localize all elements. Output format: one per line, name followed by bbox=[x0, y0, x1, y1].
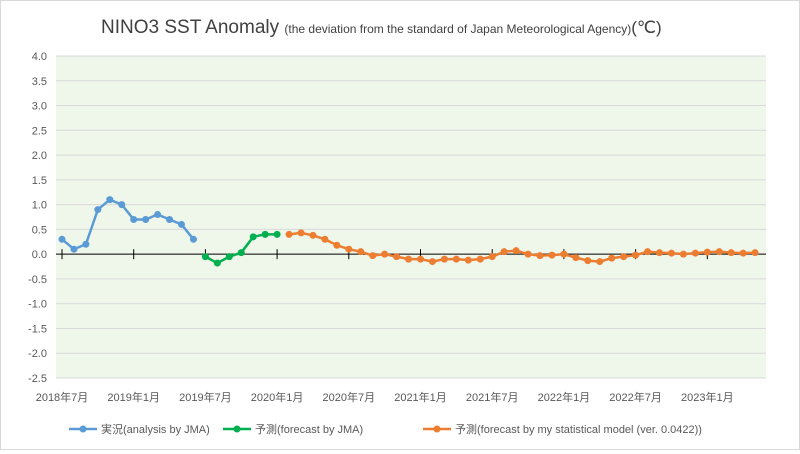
data-point bbox=[644, 248, 652, 256]
data-point bbox=[667, 249, 675, 257]
data-point bbox=[440, 255, 448, 263]
y-tick-label: 1.5 bbox=[32, 175, 47, 187]
data-point bbox=[560, 250, 568, 258]
x-tick-label: 2019年1月 bbox=[107, 390, 160, 404]
legend-label: 予測(forecast by my statistical model (ver… bbox=[455, 422, 702, 436]
data-point bbox=[381, 250, 389, 258]
data-point bbox=[369, 252, 377, 260]
x-tick-label: 2023年1月 bbox=[681, 390, 734, 404]
legend-item: 予測(forecast by JMA) bbox=[223, 422, 363, 436]
y-tick-label: 4.0 bbox=[32, 51, 47, 63]
data-point bbox=[548, 251, 556, 259]
y-tick-label: 3.0 bbox=[32, 101, 47, 113]
data-point bbox=[321, 235, 329, 243]
y-tick-label: 0.5 bbox=[32, 224, 47, 236]
data-point bbox=[572, 254, 580, 262]
x-tick-label: 2019年7月 bbox=[179, 390, 232, 404]
data-point bbox=[70, 245, 78, 253]
y-tick-label: 0.0 bbox=[32, 249, 47, 261]
data-point bbox=[727, 249, 735, 257]
y-tick-label: 2.0 bbox=[32, 150, 47, 162]
data-point bbox=[142, 215, 150, 223]
data-point bbox=[237, 249, 245, 257]
data-point bbox=[297, 229, 305, 237]
data-point bbox=[751, 249, 759, 257]
x-tick-label: 2022年1月 bbox=[538, 390, 591, 404]
chart-title: NINO3 SST Anomaly (the deviation from th… bbox=[101, 17, 662, 38]
y-tick-label: -1.0 bbox=[28, 299, 47, 311]
data-point bbox=[333, 241, 341, 249]
data-point bbox=[739, 249, 747, 257]
y-tick-label: 1.0 bbox=[32, 200, 47, 212]
y-tick-label: 2.5 bbox=[32, 125, 47, 137]
data-point bbox=[584, 257, 592, 265]
data-point bbox=[130, 215, 138, 223]
data-point bbox=[225, 253, 233, 261]
data-point bbox=[393, 253, 401, 261]
data-point bbox=[608, 254, 616, 262]
y-tick-label: -1.5 bbox=[28, 323, 47, 335]
data-point bbox=[178, 220, 185, 228]
series-line bbox=[288, 231, 756, 263]
plot-area bbox=[56, 56, 766, 378]
y-tick-label: -2.5 bbox=[28, 373, 47, 385]
data-point bbox=[512, 247, 520, 255]
data-point bbox=[703, 248, 711, 256]
data-point bbox=[405, 255, 413, 263]
data-point bbox=[106, 196, 114, 204]
y-tick-label: -2.0 bbox=[28, 348, 47, 360]
y-tick-label: 3.5 bbox=[32, 76, 47, 88]
legend-item: 実況(analysis by JMA) bbox=[69, 422, 210, 436]
data-point bbox=[417, 255, 424, 263]
legend-label: 実況(analysis by JMA) bbox=[101, 422, 210, 436]
legend-marker bbox=[433, 425, 441, 433]
data-point bbox=[189, 235, 197, 243]
x-tick-label: 2018年7月 bbox=[36, 390, 89, 404]
x-tick-label: 2021年1月 bbox=[394, 390, 447, 404]
data-point bbox=[715, 248, 723, 256]
data-point bbox=[596, 258, 604, 266]
x-tick-label: 2020年1月 bbox=[251, 390, 304, 404]
legend-marker bbox=[79, 425, 87, 433]
data-point bbox=[620, 253, 628, 261]
data-point bbox=[476, 255, 484, 263]
data-point bbox=[428, 258, 436, 266]
data-point bbox=[309, 231, 317, 239]
data-point bbox=[452, 255, 460, 263]
data-point bbox=[679, 250, 687, 258]
data-point bbox=[273, 230, 281, 238]
data-point bbox=[656, 249, 663, 257]
data-point bbox=[249, 233, 257, 241]
x-tick-label: 2022年7月 bbox=[609, 390, 662, 404]
legend-marker bbox=[233, 425, 241, 433]
data-point bbox=[201, 253, 209, 261]
data-point bbox=[632, 251, 640, 259]
data-point bbox=[82, 240, 90, 248]
x-tick-label: 2020年7月 bbox=[323, 390, 376, 404]
data-point bbox=[357, 248, 365, 256]
data-point bbox=[488, 253, 496, 261]
data-point bbox=[94, 206, 102, 214]
data-point bbox=[213, 259, 221, 267]
legend-label: 予測(forecast by JMA) bbox=[255, 422, 363, 436]
data-point bbox=[166, 215, 174, 223]
y-tick-label: -0.5 bbox=[28, 274, 47, 286]
data-point bbox=[500, 248, 508, 256]
data-point bbox=[691, 249, 699, 257]
data-point bbox=[464, 256, 472, 264]
x-tick-label: 2021年7月 bbox=[466, 390, 519, 404]
legend-item: 予測(forecast by my statistical model (ver… bbox=[423, 422, 702, 436]
data-point bbox=[118, 201, 126, 209]
data-point bbox=[285, 230, 293, 238]
data-point bbox=[345, 245, 353, 253]
data-point bbox=[261, 230, 269, 238]
data-point bbox=[154, 211, 162, 219]
data-point bbox=[58, 235, 66, 243]
data-point bbox=[524, 250, 532, 258]
data-point bbox=[536, 252, 544, 260]
